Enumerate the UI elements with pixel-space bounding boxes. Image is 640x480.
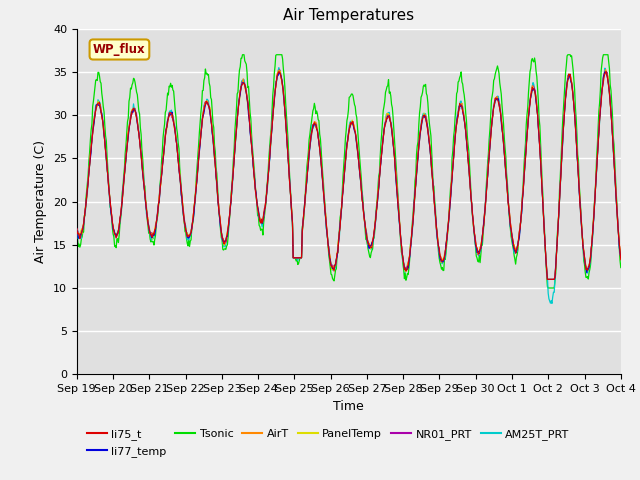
PanelTemp <box>223 233 230 239</box>
PanelTemp <box>139 169 147 175</box>
li77_temp <box>83 195 90 201</box>
AM25T_PRT <box>548 300 556 306</box>
Tsonic <box>431 206 439 212</box>
li77_temp <box>617 254 625 260</box>
Line: li75_t: li75_t <box>77 72 621 279</box>
AM25T_PRT <box>73 228 81 233</box>
AirT <box>543 276 551 282</box>
AirT <box>139 168 147 173</box>
AM25T_PRT <box>223 235 230 241</box>
li75_t <box>223 235 230 240</box>
PanelTemp <box>431 211 439 217</box>
Line: AM25T_PRT: AM25T_PRT <box>77 68 621 303</box>
Text: WP_flux: WP_flux <box>93 43 146 56</box>
AirT <box>194 164 202 170</box>
Tsonic <box>617 264 625 270</box>
AM25T_PRT <box>139 168 147 173</box>
Line: li77_temp: li77_temp <box>77 72 621 279</box>
NR01_PRT <box>223 236 230 242</box>
PanelTemp <box>194 165 202 170</box>
PanelTemp <box>617 255 625 261</box>
AM25T_PRT <box>194 166 202 171</box>
AirT <box>431 207 438 213</box>
AM25T_PRT <box>617 250 625 256</box>
Tsonic <box>83 188 90 194</box>
li77_temp <box>431 203 438 209</box>
li77_temp <box>543 276 551 282</box>
X-axis label: Time: Time <box>333 400 364 413</box>
li75_t <box>603 69 611 74</box>
Line: NR01_PRT: NR01_PRT <box>77 70 621 279</box>
AirT <box>83 194 90 200</box>
AirT <box>223 234 230 240</box>
Tsonic <box>194 153 202 158</box>
li77_temp <box>139 170 147 176</box>
li75_t <box>194 167 202 172</box>
AirT <box>602 67 609 72</box>
NR01_PRT <box>73 226 81 231</box>
Tsonic <box>139 155 147 161</box>
NR01_PRT <box>139 169 147 175</box>
li77_temp <box>223 233 230 239</box>
AM25T_PRT <box>83 196 90 202</box>
PanelTemp <box>416 136 424 142</box>
NR01_PRT <box>416 136 424 142</box>
PanelTemp <box>73 227 81 233</box>
NR01_PRT <box>276 67 284 72</box>
li77_temp <box>601 69 609 75</box>
li75_t <box>617 257 625 263</box>
AirT <box>73 227 81 232</box>
AM25T_PRT <box>431 216 439 221</box>
li77_temp <box>194 165 202 171</box>
Line: PanelTemp: PanelTemp <box>77 71 621 279</box>
AirT <box>415 144 422 150</box>
Line: AirT: AirT <box>77 70 621 279</box>
li75_t <box>73 226 81 232</box>
li75_t <box>139 168 147 174</box>
Tsonic <box>223 243 230 249</box>
li75_t <box>431 204 438 209</box>
Y-axis label: Air Temperature (C): Air Temperature (C) <box>35 140 47 263</box>
NR01_PRT <box>543 276 551 282</box>
NR01_PRT <box>194 163 202 169</box>
PanelTemp <box>274 68 282 74</box>
li75_t <box>415 141 422 147</box>
Legend: li75_t, li77_temp, Tsonic, AirT, PanelTemp, NR01_PRT, AM25T_PRT: li75_t, li77_temp, Tsonic, AirT, PanelTe… <box>83 425 574 461</box>
NR01_PRT <box>431 213 439 219</box>
PanelTemp <box>543 276 551 282</box>
Line: Tsonic: Tsonic <box>77 55 621 288</box>
NR01_PRT <box>617 253 625 259</box>
Tsonic <box>416 110 424 116</box>
Title: Air Temperatures: Air Temperatures <box>284 9 414 24</box>
PanelTemp <box>83 196 90 202</box>
li75_t <box>543 276 551 282</box>
li77_temp <box>73 227 81 233</box>
AM25T_PRT <box>275 65 283 71</box>
li75_t <box>83 193 90 199</box>
li77_temp <box>415 144 422 150</box>
Tsonic <box>545 285 552 291</box>
AM25T_PRT <box>416 136 424 142</box>
NR01_PRT <box>83 195 90 201</box>
Tsonic <box>239 52 246 58</box>
AirT <box>617 256 625 262</box>
Tsonic <box>73 234 81 240</box>
